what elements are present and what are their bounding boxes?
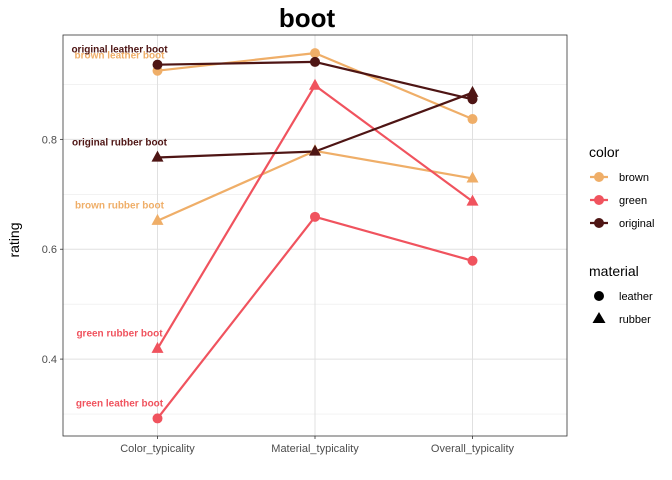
- data-point: [310, 48, 320, 59]
- data-point: [151, 213, 164, 225]
- legend-key-point: [594, 218, 604, 228]
- series-points: [151, 48, 479, 424]
- data-point: [151, 341, 164, 353]
- series-annotation: original rubber boot: [72, 137, 168, 148]
- legend-key-triangle: [592, 312, 606, 323]
- y-tick-label: 0.4: [42, 354, 57, 366]
- data-point: [152, 413, 163, 424]
- data-point: [152, 59, 163, 70]
- plot-panel: [63, 35, 567, 436]
- series-annotation: green leather boot: [76, 398, 164, 409]
- y-tick-label: 0.6: [42, 244, 57, 256]
- legend-label: brown: [619, 172, 649, 184]
- data-point: [466, 171, 479, 183]
- legend-label: leather: [619, 291, 653, 303]
- data-point: [466, 85, 479, 97]
- data-point: [310, 211, 320, 222]
- data-point: [309, 78, 321, 90]
- legend-material-title: material: [589, 263, 639, 279]
- legend-key-point: [594, 195, 604, 205]
- y-axis-title: rating: [6, 222, 22, 257]
- axes: 0.4 0.6 0.8 Color_typicality Material_typica…: [42, 34, 568, 455]
- data-point: [467, 114, 478, 125]
- legend-key-circle: [594, 291, 604, 301]
- legend-key-point: [594, 172, 604, 182]
- series-annotation: original leather boot: [71, 45, 168, 56]
- y-tick-label: 0.8: [42, 134, 57, 146]
- x-tick-label: Overall_typicality: [431, 443, 515, 455]
- legend-color-title: color: [589, 144, 620, 160]
- data-point: [467, 255, 478, 266]
- chart-title: boot: [279, 3, 336, 33]
- data-point: [310, 56, 320, 67]
- legend: color brown green original material leather ru…: [589, 144, 654, 326]
- data-point: [309, 144, 321, 156]
- series-annotation: brown leather boot: [75, 51, 166, 62]
- data-point: [151, 150, 164, 162]
- series-annotation: brown rubber boot: [75, 201, 165, 212]
- x-tick-label: Material_typicality: [271, 443, 359, 455]
- x-tick-label: Color_typicality: [120, 443, 195, 455]
- legend-label: rubber: [619, 314, 651, 326]
- series-annotations: brown leather boot brown rubber boot green…: [71, 45, 168, 410]
- series-annotation: green rubber boot: [76, 329, 163, 340]
- legend-label: green: [619, 195, 647, 207]
- data-point: [466, 194, 479, 206]
- legend-label: original: [619, 218, 654, 230]
